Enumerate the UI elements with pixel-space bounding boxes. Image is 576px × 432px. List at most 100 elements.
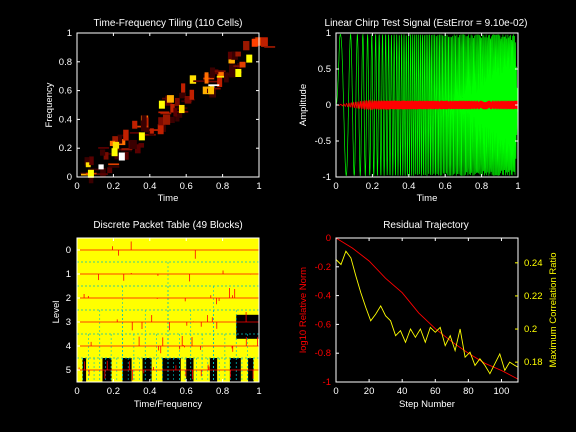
tiling-cell [85, 162, 91, 168]
residual-series-right [335, 250, 519, 375]
packet-x-label: Time/Frequency [134, 399, 203, 410]
tiling-ytick-label: 0.6 [59, 86, 72, 97]
packet-coefficients [77, 241, 259, 381]
chirp-x-label: Time [417, 193, 438, 204]
tiling-cell [108, 166, 120, 168]
tiling-cell [158, 117, 165, 126]
tiling-cell [224, 72, 229, 83]
chirp-ytick-label: 1 [326, 28, 331, 39]
tiling-ytick-label: 0.2 [59, 143, 72, 154]
tiling-cell [181, 83, 186, 93]
tiling-cell [112, 141, 120, 149]
tiling-cell [239, 61, 246, 68]
tiling-cell [160, 112, 172, 115]
packet-title: Discrete Packet Table (49 Blocks) [93, 220, 242, 231]
tiling-cell [246, 54, 253, 63]
packet-ytick-label: 3 [66, 317, 71, 328]
tiling-cell [208, 86, 215, 95]
residual-ytick-label-left: -1 [323, 377, 331, 388]
chirp-xtick-label: 0.6 [439, 181, 452, 192]
tiling-cell [208, 84, 220, 87]
tiling-cell [113, 148, 125, 151]
tiling-cell [103, 152, 109, 160]
tiling-cell [149, 129, 161, 131]
residual-ytick-label-left: 0 [326, 233, 331, 244]
tiling-cell [98, 147, 110, 149]
chirp-ytick-label: -0.5 [315, 136, 331, 147]
tiling-cell [121, 148, 133, 150]
residual-title: Residual Trajectory [383, 220, 469, 231]
tiling-cell [108, 163, 120, 166]
tiling-cell [124, 151, 129, 160]
tiling-cell [170, 104, 175, 113]
tiling-cell [189, 75, 197, 84]
residual-xtick-label: 20 [364, 386, 375, 397]
tiling-cell [162, 114, 171, 125]
tiling-cell [174, 97, 180, 107]
tiling-cell [121, 149, 132, 152]
tiling-cell [175, 113, 180, 122]
tiling-cell [189, 89, 195, 100]
tiling-cell [80, 173, 92, 176]
chirp-xtick-label: 0.4 [402, 181, 415, 192]
tiling-cell [255, 37, 262, 46]
tiling-cell [166, 95, 174, 103]
tiling-cell [129, 139, 137, 150]
tiling-xtick-label: 0.4 [143, 181, 156, 192]
tiling-cell [134, 144, 141, 154]
tiling-cell [235, 69, 242, 77]
tiling-cell [107, 167, 113, 174]
tiling-xtick-label: 1 [256, 181, 261, 192]
packet-ytick-label: 0 [66, 245, 71, 256]
residual-xtick-label: 0 [333, 386, 338, 397]
tiling-cell [132, 120, 138, 129]
tiling-cell [264, 46, 276, 48]
tiling-ytick-label: 1 [67, 28, 72, 39]
tiling-ytick-label: 0 [67, 172, 72, 183]
chirp-ytick-label: 0 [326, 100, 331, 111]
tiling-cell [217, 76, 223, 88]
residual-lines [335, 237, 519, 380]
chirp-panel: Linear Chirp Test Signal (EstError = 9.1… [298, 18, 527, 204]
residual-x-label: Step Number [399, 399, 455, 410]
tiling-cell [141, 115, 147, 126]
tiling-cell [169, 116, 175, 123]
tiling-cells [80, 37, 276, 184]
tiling-cell [158, 111, 170, 114]
packet-xtick-label: 0.2 [107, 386, 120, 397]
tiling-cell [117, 134, 129, 137]
tiling-cell [158, 100, 165, 109]
tiling-cell [123, 129, 129, 141]
chirp-xtick-label: 0.8 [475, 181, 488, 192]
packet-ytick-label: 1 [66, 269, 71, 280]
tiling-cell [112, 136, 120, 146]
tiling-xtick-label: 0.6 [180, 181, 193, 192]
tiling-cell [214, 70, 226, 73]
tiling-cell [179, 92, 187, 99]
residual-xtick-label: 40 [397, 386, 408, 397]
tiling-y-label: Frequency [44, 82, 55, 127]
tiling-cell [229, 64, 237, 75]
tiling-cell [100, 168, 106, 178]
tiling-cell [217, 70, 224, 77]
tiling-cell [193, 80, 205, 83]
tiling-cell [109, 140, 116, 147]
chirp-title: Linear Chirp Test Signal (EstError = 9.1… [325, 18, 528, 29]
tiling-x-label: Time [158, 193, 179, 204]
tiling-cell [251, 38, 258, 47]
tiling-cell [203, 77, 215, 80]
residual-ytick-label-right: 0.18 [524, 357, 543, 368]
residual-ytick-label-right: 0.22 [524, 291, 543, 302]
tiling-cell [202, 86, 208, 95]
tiling-cell [143, 127, 150, 133]
tiling-cell [99, 149, 106, 156]
residual-ytick-label-left: -0.8 [315, 348, 331, 359]
residual-ytick-label-left: -0.4 [315, 291, 331, 302]
chirp-xtick-label: 0 [333, 181, 338, 192]
packet-ytick-label: 4 [66, 341, 71, 352]
tiling-cell [231, 51, 238, 60]
residual-xtick-label: 80 [463, 386, 474, 397]
tiling-cell [88, 168, 100, 171]
tiling-cell [216, 75, 228, 78]
